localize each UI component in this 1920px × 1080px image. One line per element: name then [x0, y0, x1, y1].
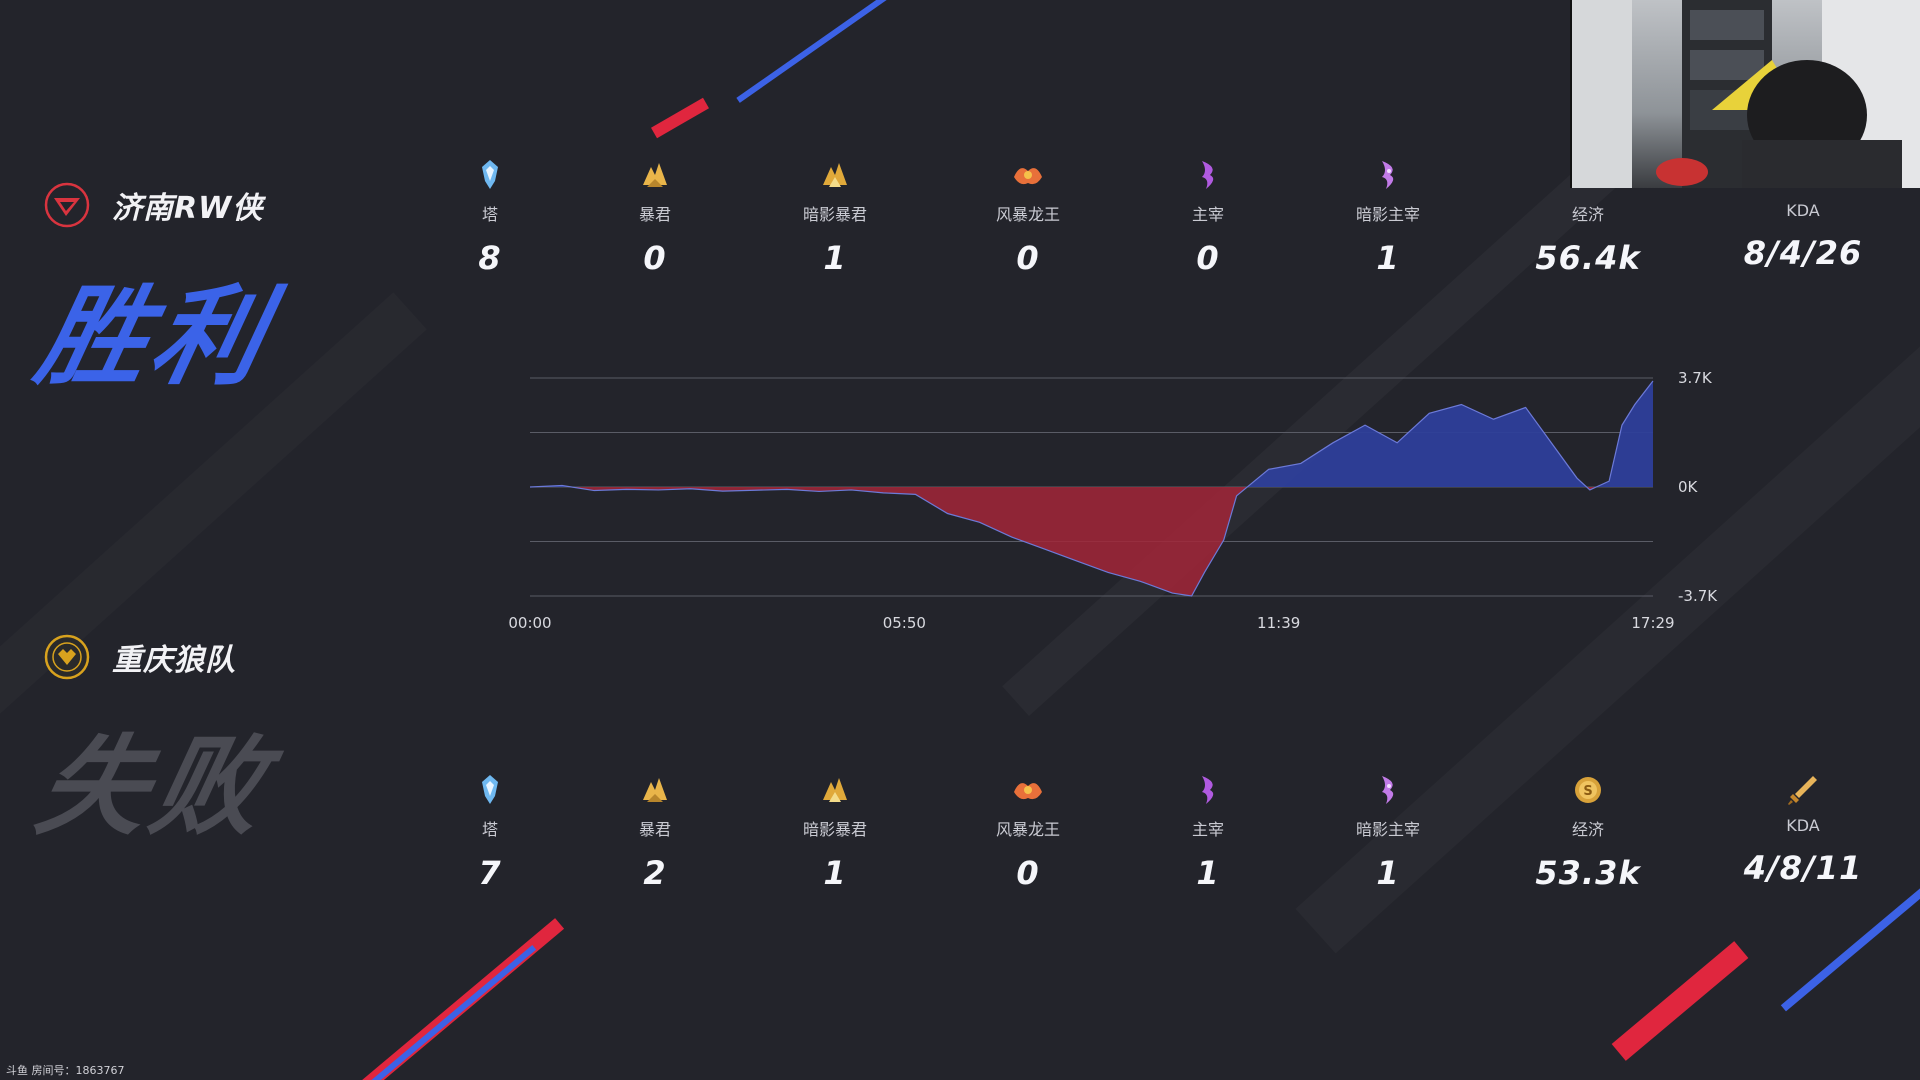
streamer-webcam	[1570, 0, 1920, 188]
wolves-team-logo-icon	[44, 634, 90, 680]
stat-value: 8/4/26	[1743, 234, 1863, 272]
tower-icon	[415, 155, 565, 195]
stat-value: 1	[823, 239, 847, 277]
bottom-stat-storm-dragon: 风暴龙王 0	[953, 770, 1103, 892]
stat-label: 塔	[481, 205, 498, 224]
top-stat-overlord: 主宰 0	[1133, 155, 1283, 277]
chart-y-tick-label: 3.7K	[1678, 369, 1713, 387]
stat-label: 暗影主宰	[1355, 205, 1420, 224]
top-team-logo	[44, 182, 90, 228]
stat-value: 0	[643, 239, 667, 277]
stat-label: 风暴龙王	[995, 820, 1060, 839]
red-accent-stripe	[355, 918, 565, 1080]
stat-label: 暗影主宰	[1355, 820, 1420, 839]
red-accent-stripe	[651, 97, 709, 139]
rw-team-logo-icon	[44, 182, 90, 228]
shadow-tyrant-icon	[760, 770, 910, 810]
top-stat-sword: KDA 8/4/26	[1728, 155, 1878, 272]
stat-value: 7	[478, 854, 502, 892]
bottom-team-name: 重庆狼队	[112, 643, 236, 678]
top-team-header: 济南RW侠	[44, 182, 263, 228]
bottom-stat-tyrant: 暴君 2	[580, 770, 730, 892]
stat-label: 经济	[1571, 820, 1604, 839]
tower-icon	[415, 770, 565, 810]
stat-label: 暗影暴君	[802, 820, 867, 839]
top-stat-gold-coin: 经济 56.4k	[1513, 155, 1663, 277]
bottom-stat-gold-coin: S 经济 53.3k	[1513, 770, 1663, 892]
gold-coin-icon: S	[1513, 770, 1663, 810]
stat-label: KDA	[1786, 816, 1820, 835]
top-team-stats: 塔 8 暴君 0 暗影暴君 1 风暴龙王 0 主宰 0 暗影主宰 1 经济 56.4k KDA 8/4/26	[0, 155, 1920, 285]
stream-room-number: 斗鱼 房间号：1863767	[6, 1064, 125, 1077]
storm-dragon-icon	[953, 770, 1103, 810]
chart-area-negative	[530, 487, 1653, 596]
stat-value: 1	[1376, 854, 1400, 892]
overlord-icon	[1133, 155, 1283, 195]
gold-difference-chart: 3.7K 0K -3.7K 00:00 05:50 11:39 17:29	[0, 340, 1920, 640]
overlord-icon	[1133, 770, 1283, 810]
bottom-stat-overlord: 主宰 1	[1133, 770, 1283, 892]
stat-value: 53.3k	[1535, 854, 1641, 892]
shadow-overlord-icon	[1313, 155, 1463, 195]
red-accent-stripe	[0, 0, 57, 30]
chart-y-tick-label: -3.7K	[1678, 587, 1718, 605]
chart-x-tick-label: 00:00	[508, 614, 551, 632]
chart-area-positive	[530, 380, 1653, 487]
storm-dragon-icon	[953, 155, 1103, 195]
stat-label: 塔	[481, 820, 498, 839]
stat-label: 暴君	[638, 205, 671, 224]
bottom-stat-sword: KDA 4/8/11	[1728, 770, 1878, 887]
red-accent-stripe	[1611, 941, 1749, 1061]
stat-label: 经济	[1571, 205, 1604, 224]
tyrant-icon	[580, 155, 730, 195]
chart-x-tick-label: 05:50	[883, 614, 926, 632]
bottom-team-logo	[44, 634, 90, 680]
bottom-stat-shadow-overlord: 暗影主宰 1	[1313, 770, 1463, 892]
top-team-name: 济南RW侠	[112, 191, 264, 226]
stat-label: 暗影暴君	[802, 205, 867, 224]
stat-value: 4/8/11	[1743, 849, 1863, 887]
stat-value: 1	[1196, 854, 1220, 892]
stat-label: KDA	[1786, 201, 1820, 220]
stat-value: 1	[823, 854, 847, 892]
stat-label: 主宰	[1191, 820, 1224, 839]
chart-x-tick-label: 11:39	[1257, 614, 1300, 632]
bottom-team-header: 重庆狼队	[44, 634, 236, 680]
tyrant-icon	[580, 770, 730, 810]
stat-value: 1	[1376, 239, 1400, 277]
shadow-tyrant-icon	[760, 155, 910, 195]
stat-value: 0	[1016, 239, 1040, 277]
top-stat-shadow-overlord: 暗影主宰 1	[1313, 155, 1463, 277]
bottom-stat-shadow-tyrant: 暗影暴君 1	[760, 770, 910, 892]
stat-value: 0	[1016, 854, 1040, 892]
chart-x-tick-label: 17:29	[1631, 614, 1674, 632]
top-stat-shadow-tyrant: 暗影暴君 1	[760, 155, 910, 277]
bottom-team-stats: 塔 7 暴君 2 暗影暴君 1 风暴龙王 0 主宰 1 暗影主宰 1 S 经济 53.3k KDA 4/8/11	[0, 770, 1920, 900]
stat-value: 56.4k	[1535, 239, 1641, 277]
shadow-overlord-icon	[1313, 770, 1463, 810]
stat-value: 2	[643, 854, 667, 892]
chart-series-line	[529, 380, 1654, 597]
gold-difference-chart-svg: 3.7K 0K -3.7K 00:00 05:50 11:39 17:29	[508, 369, 1718, 632]
stat-value: 8	[478, 239, 502, 277]
stat-label: 暴君	[638, 820, 671, 839]
stat-label: 主宰	[1191, 205, 1224, 224]
blue-accent-stripe	[736, 0, 904, 103]
chart-y-tick-label: 0K	[1678, 478, 1699, 496]
sword-icon	[1728, 770, 1878, 810]
top-stat-storm-dragon: 风暴龙王 0	[953, 155, 1103, 277]
stat-value: 0	[1196, 239, 1220, 277]
svg-text:S: S	[1583, 784, 1592, 799]
stat-label: 风暴龙王	[995, 205, 1060, 224]
webcam-image	[1572, 0, 1920, 188]
top-stat-tyrant: 暴君 0	[580, 155, 730, 277]
